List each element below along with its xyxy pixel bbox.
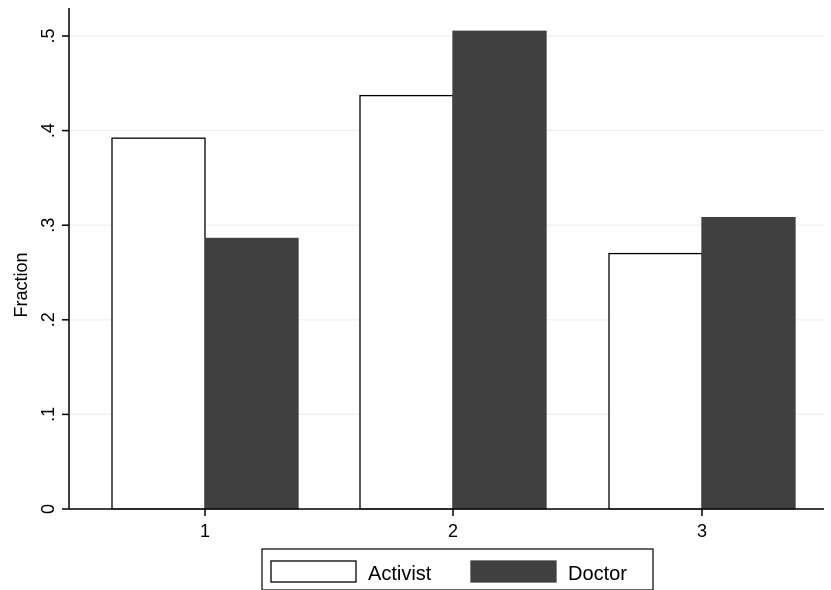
legend-label-activist: Activist [368,563,432,585]
bars [111,30,796,510]
bar-doctor-3 [701,216,796,510]
x-tick-label: 2 [448,521,458,541]
bar-activist-1 [111,137,206,510]
y-tick-label: .4 [38,123,58,138]
x-tick-label: 1 [200,521,210,541]
y-tick-label: .5 [38,28,58,43]
bar-doctor-1 [204,237,299,510]
bar-doctor-2 [452,30,547,510]
y-tick-label: .1 [38,407,58,422]
x-ticks: 1 2 3 [200,509,707,541]
y-tick-label: .3 [38,218,58,233]
bar-activist-3 [608,252,703,510]
x-tick-label: 3 [697,521,707,541]
bar-activist-2 [359,94,454,510]
legend-swatch-activist [270,560,357,583]
y-axis-title: Fraction [11,252,31,317]
y-tick-label: .2 [38,312,58,327]
legend-swatch-doctor [470,560,557,583]
axes [68,8,824,510]
legend: Activist Doctor [261,548,654,590]
y-ticks: 0 .1 .2 .3 .4 .5 [38,28,69,514]
legend-label-doctor: Doctor [568,563,627,585]
y-tick-label: 0 [38,504,58,514]
